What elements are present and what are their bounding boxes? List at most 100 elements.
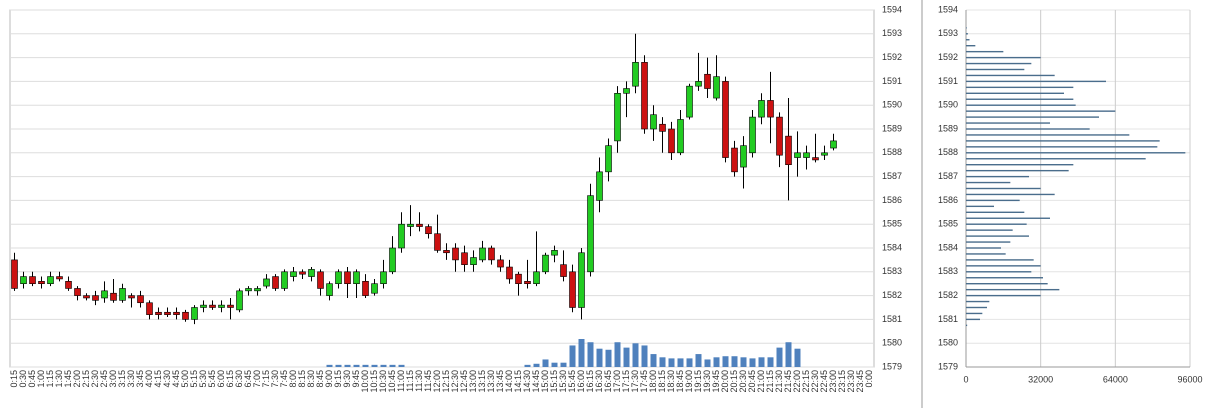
candle-body [830, 140, 837, 149]
x-tick-label: 8:30 [306, 370, 316, 388]
y-tick-label: 1581 [882, 314, 902, 324]
x-tick-label: 4:45 [171, 370, 181, 388]
candle-body [245, 288, 252, 292]
x-tick-label: 22:15 [801, 370, 811, 393]
candle-body [731, 147, 738, 173]
candle-body [191, 307, 198, 320]
volume-bar [524, 364, 531, 367]
y-tick-label: 1591 [882, 76, 902, 86]
x-tick-label: 20:15 [729, 370, 739, 393]
x-tick-label: 19:00 [684, 370, 694, 393]
volume-bar [731, 356, 738, 367]
x-tick-label: 1:00 [36, 370, 46, 388]
candle-body [56, 276, 63, 280]
y-tick-label: 1587 [938, 171, 958, 181]
candle-body [326, 283, 333, 296]
bar [966, 271, 1032, 273]
x-tick-label: 22:30 [810, 370, 820, 393]
bar [966, 116, 1099, 118]
y-tick-label: 1584 [938, 242, 958, 252]
x-tick-label: 6:30 [234, 370, 244, 388]
bar [966, 86, 1074, 89]
bar [966, 283, 1048, 285]
volume-bar [596, 348, 603, 367]
candle-body [236, 290, 243, 311]
candle-body [218, 304, 225, 308]
bar [966, 181, 1011, 184]
x-tick-label: 20:00 [720, 370, 730, 393]
volume-bar [668, 358, 675, 367]
volume-bar [344, 364, 351, 367]
x-tick-label: 17:15 [621, 370, 631, 393]
volume-bar [659, 357, 666, 367]
x-tick-label: 13:00 [468, 370, 478, 393]
x-tick-label: 32000 [1028, 374, 1053, 384]
candle-body [560, 264, 567, 277]
bar [966, 294, 1041, 297]
x-tick-label: 16:30 [594, 370, 604, 393]
x-tick-label: 13:30 [486, 370, 496, 393]
x-tick-label: 10:15 [369, 370, 379, 393]
candle-body [254, 288, 261, 292]
candle-body [128, 295, 135, 299]
x-tick-label: 0:00 [864, 370, 874, 388]
candle-body [650, 114, 657, 130]
x-tick-label: 4:15 [153, 370, 163, 388]
bar [966, 74, 1055, 77]
candle-body [362, 281, 369, 296]
x-tick-label: 7:00 [252, 370, 262, 388]
candle-body [587, 195, 594, 273]
x-tick-label: 4:00 [144, 370, 154, 388]
volume-bar [353, 364, 360, 367]
bar [966, 98, 1074, 100]
candle-body [92, 295, 99, 301]
volume-bar [614, 342, 621, 367]
y-tick-label: 1590 [882, 100, 902, 110]
candle-body [614, 93, 621, 142]
bar [966, 199, 1020, 202]
x-tick-label: 18:00 [648, 370, 658, 393]
volume-bar [560, 362, 567, 367]
candle-body [803, 152, 810, 158]
candle-body [794, 152, 801, 158]
x-tick-label: 5:30 [198, 370, 208, 388]
x-tick-label: 2:30 [90, 370, 100, 388]
bar [966, 80, 1106, 83]
volume-bar [398, 364, 405, 367]
candle-body [200, 304, 207, 308]
bar [966, 45, 976, 47]
x-tick-label: 15:30 [558, 370, 568, 393]
x-tick-label: 2:45 [99, 370, 109, 388]
candle-body [425, 226, 432, 235]
x-tick-label: 12:45 [459, 370, 469, 393]
candle-body [497, 259, 504, 268]
x-tick-label: 20:45 [747, 370, 757, 393]
volume-bar [650, 354, 657, 367]
y-tick-label: 1580 [882, 338, 902, 348]
candle-body [641, 62, 648, 130]
x-tick-label: 3:00 [108, 370, 118, 388]
bar [966, 253, 1006, 255]
x-tick-label: 14:45 [531, 370, 541, 393]
volume-bar [722, 356, 729, 367]
x-tick-label: 7:30 [270, 370, 280, 388]
volume-bar [335, 364, 342, 367]
candle-body [578, 252, 585, 308]
candle-body [164, 311, 171, 315]
y-tick-label: 1589 [938, 123, 958, 133]
volume-bar [704, 359, 711, 367]
volume-bar [767, 357, 774, 367]
volume-bar [389, 364, 396, 367]
candle-body [20, 276, 27, 284]
x-tick-label: 18:45 [675, 370, 685, 393]
x-tick-label: 22:45 [819, 370, 829, 393]
y-tick-label: 1587 [882, 171, 902, 181]
volume-bar [380, 364, 387, 367]
candle-body [29, 276, 36, 284]
candle-body [173, 311, 180, 315]
x-tick-label: 21:30 [774, 370, 784, 393]
x-tick-label: 14:00 [504, 370, 514, 393]
volume-bar [371, 364, 378, 367]
candle-body [632, 62, 639, 87]
